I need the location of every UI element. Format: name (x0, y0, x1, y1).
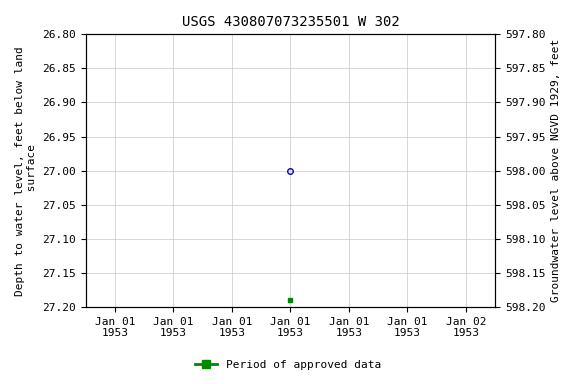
Y-axis label: Depth to water level, feet below land
 surface: Depth to water level, feet below land su… (15, 46, 37, 296)
Legend: Period of approved data: Period of approved data (191, 356, 385, 375)
Y-axis label: Groundwater level above NGVD 1929, feet: Groundwater level above NGVD 1929, feet (551, 39, 561, 302)
Title: USGS 430807073235501 W 302: USGS 430807073235501 W 302 (181, 15, 399, 29)
